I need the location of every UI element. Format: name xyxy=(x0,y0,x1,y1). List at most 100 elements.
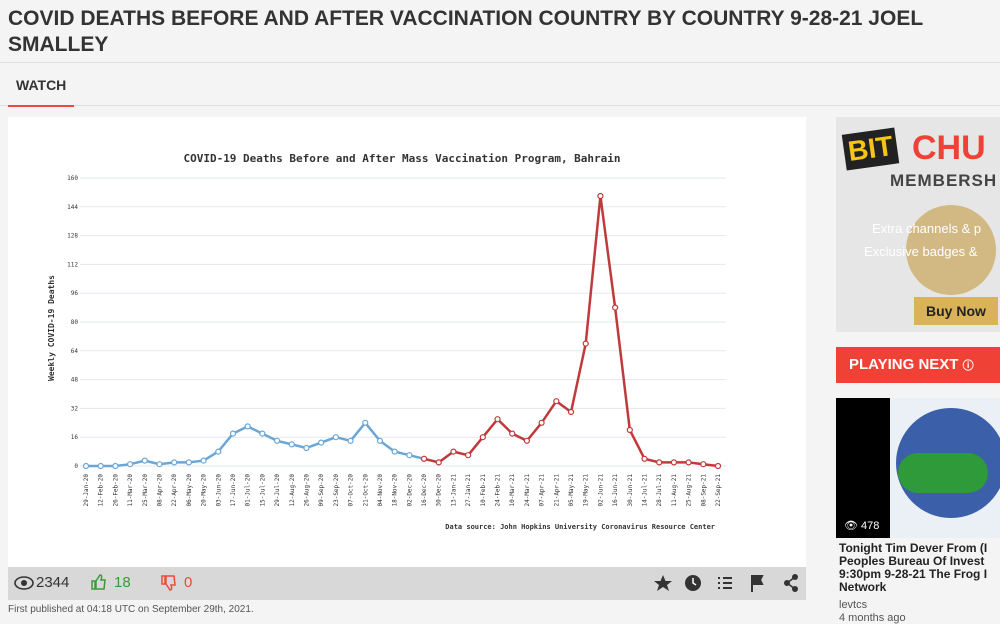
x-tick-label: 06-May-20 xyxy=(186,474,193,507)
y-tick-label: 16 xyxy=(71,434,79,441)
series-point xyxy=(523,437,531,444)
next-age: 4 months ago xyxy=(839,612,906,624)
playing-next-label: PLAYING NEXT xyxy=(849,356,959,373)
x-tick-label: 26-Feb-20 xyxy=(112,474,119,507)
x-tick-label: 08-Sep-21 xyxy=(700,474,707,507)
x-tick-label: 26-Aug-20 xyxy=(303,474,310,507)
x-tick-label: 07-Oct-20 xyxy=(348,474,355,507)
playing-next-header: PLAYING NEXT ⓘ xyxy=(836,347,1000,383)
ad-buy-button[interactable]: Buy Now xyxy=(914,297,998,325)
series-point xyxy=(538,419,545,426)
series-point xyxy=(112,462,119,470)
series-point xyxy=(597,192,604,200)
y-tick-label: 0 xyxy=(74,463,78,470)
chart-title: COVID-19 Deaths Before and After Mass Va… xyxy=(183,152,620,165)
x-tick-label: 14-Jul-21 xyxy=(642,474,649,507)
ad-coin xyxy=(906,205,996,295)
published-date: First published at 04:18 UTC on Septembe… xyxy=(8,604,254,615)
next-channel[interactable]: levtcs xyxy=(839,599,868,611)
y-tick-label: 144 xyxy=(67,204,78,211)
series-point xyxy=(318,439,325,446)
x-tick-label: 07-Apr-21 xyxy=(539,474,546,507)
x-tick-label: 11-Aug-21 xyxy=(671,474,678,507)
series-point xyxy=(626,426,633,434)
watch-tab[interactable]: WATCH xyxy=(8,77,75,107)
series-point xyxy=(435,459,442,466)
x-tick-label: 29-Jan-20 xyxy=(83,474,90,507)
x-tick-label: 22-Sep-21 xyxy=(715,474,722,507)
series-point xyxy=(229,430,237,437)
series-point xyxy=(347,437,354,444)
x-tick-label: 13-Jan-21 xyxy=(450,474,457,507)
y-tick-label: 48 xyxy=(71,377,79,384)
y-tick-label: 128 xyxy=(67,233,78,240)
x-tick-label: 20-May-20 xyxy=(201,474,208,507)
x-tick-label: 02-Jun-21 xyxy=(597,474,604,507)
membership-ad[interactable]: BIT CHU MEMBERSH Extra channels & p Excl… xyxy=(836,117,1000,332)
x-tick-label: 10-Feb-21 xyxy=(480,474,487,507)
x-tick-label: 16-Jun-21 xyxy=(612,474,619,507)
x-tick-label: 19-May-21 xyxy=(583,474,590,507)
thumb-frog xyxy=(898,453,988,493)
series-point xyxy=(97,462,104,470)
eye-icon xyxy=(14,576,34,590)
next-thumbnail[interactable]: 👁 478 xyxy=(836,398,1000,538)
x-tick-label: 24-Feb-21 xyxy=(495,474,502,507)
x-tick-label: 28-Jul-21 xyxy=(656,474,663,507)
series-point xyxy=(700,461,707,468)
series-point xyxy=(273,437,281,444)
series-point xyxy=(200,457,207,464)
series-point xyxy=(303,444,310,452)
ad-line-2: Exclusive badges & xyxy=(864,244,978,259)
series-point xyxy=(215,448,222,455)
x-tick-label: 15-Jul-20 xyxy=(259,474,266,507)
y-axis-label: Weekly COVID-19 Deaths xyxy=(47,275,56,381)
dislike-icon[interactable] xyxy=(160,575,176,591)
series-point xyxy=(670,459,678,466)
series-point xyxy=(141,457,148,464)
y-tick-label: 160 xyxy=(67,175,78,182)
x-tick-label: 16-Dec-20 xyxy=(421,474,428,507)
series-point xyxy=(82,462,90,470)
series-point xyxy=(332,434,339,441)
x-tick-label: 03-Jun-20 xyxy=(215,474,222,507)
x-tick-label: 23-Sep-20 xyxy=(333,474,340,507)
video-frame[interactable]: COVID-19 Deaths Before and After Mass Va… xyxy=(8,117,806,567)
y-tick-label: 32 xyxy=(71,405,79,412)
next-title[interactable]: Tonight Tim Dever From (I Peoples Bureau… xyxy=(839,542,991,594)
series-point xyxy=(156,461,163,468)
series-point xyxy=(376,437,384,444)
y-tick-label: 80 xyxy=(71,319,79,326)
series-point xyxy=(171,459,178,466)
x-tick-label: 02-Dec-20 xyxy=(406,474,413,507)
x-tick-label: 29-Jul-20 xyxy=(274,474,281,507)
action-icons[interactable] xyxy=(653,573,803,593)
x-tick-label: 11-Mar-20 xyxy=(127,474,134,507)
series-point xyxy=(612,304,619,311)
x-tick-label: 30-Dec-20 xyxy=(436,474,443,507)
x-tick-label: 18-Nov-20 xyxy=(392,474,399,507)
x-tick-label: 30-Jun-21 xyxy=(627,474,634,507)
view-count: 2344 xyxy=(36,574,70,591)
like-icon[interactable] xyxy=(90,574,106,590)
series-point xyxy=(362,419,369,426)
x-tick-label: 08-Apr-20 xyxy=(156,474,163,507)
tab-bar: WATCH xyxy=(0,62,1000,107)
series-point xyxy=(509,430,516,437)
y-tick-label: 112 xyxy=(67,261,78,268)
next-views: 👁 478 xyxy=(840,518,884,533)
series-point xyxy=(553,398,560,405)
series-line xyxy=(423,195,719,468)
ad-brand-b: CHU xyxy=(912,129,986,167)
x-tick-label: 27-Jan-21 xyxy=(465,474,472,507)
series-point xyxy=(494,416,501,423)
series-point xyxy=(406,452,413,459)
series-point xyxy=(714,462,722,470)
x-tick-label: 12-Feb-20 xyxy=(98,474,105,507)
x-tick-label: 09-Sep-20 xyxy=(318,474,325,507)
x-tick-label: 22-Apr-20 xyxy=(171,474,178,507)
data-source: Data source: John Hopkins University Cor… xyxy=(445,523,715,531)
series-point xyxy=(288,441,295,448)
ad-membership: MEMBERSH xyxy=(890,171,998,190)
